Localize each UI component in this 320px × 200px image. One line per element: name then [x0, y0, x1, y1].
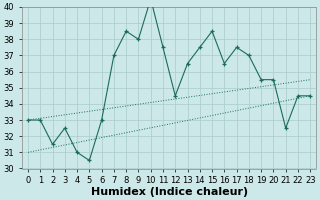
X-axis label: Humidex (Indice chaleur): Humidex (Indice chaleur) [91, 187, 248, 197]
